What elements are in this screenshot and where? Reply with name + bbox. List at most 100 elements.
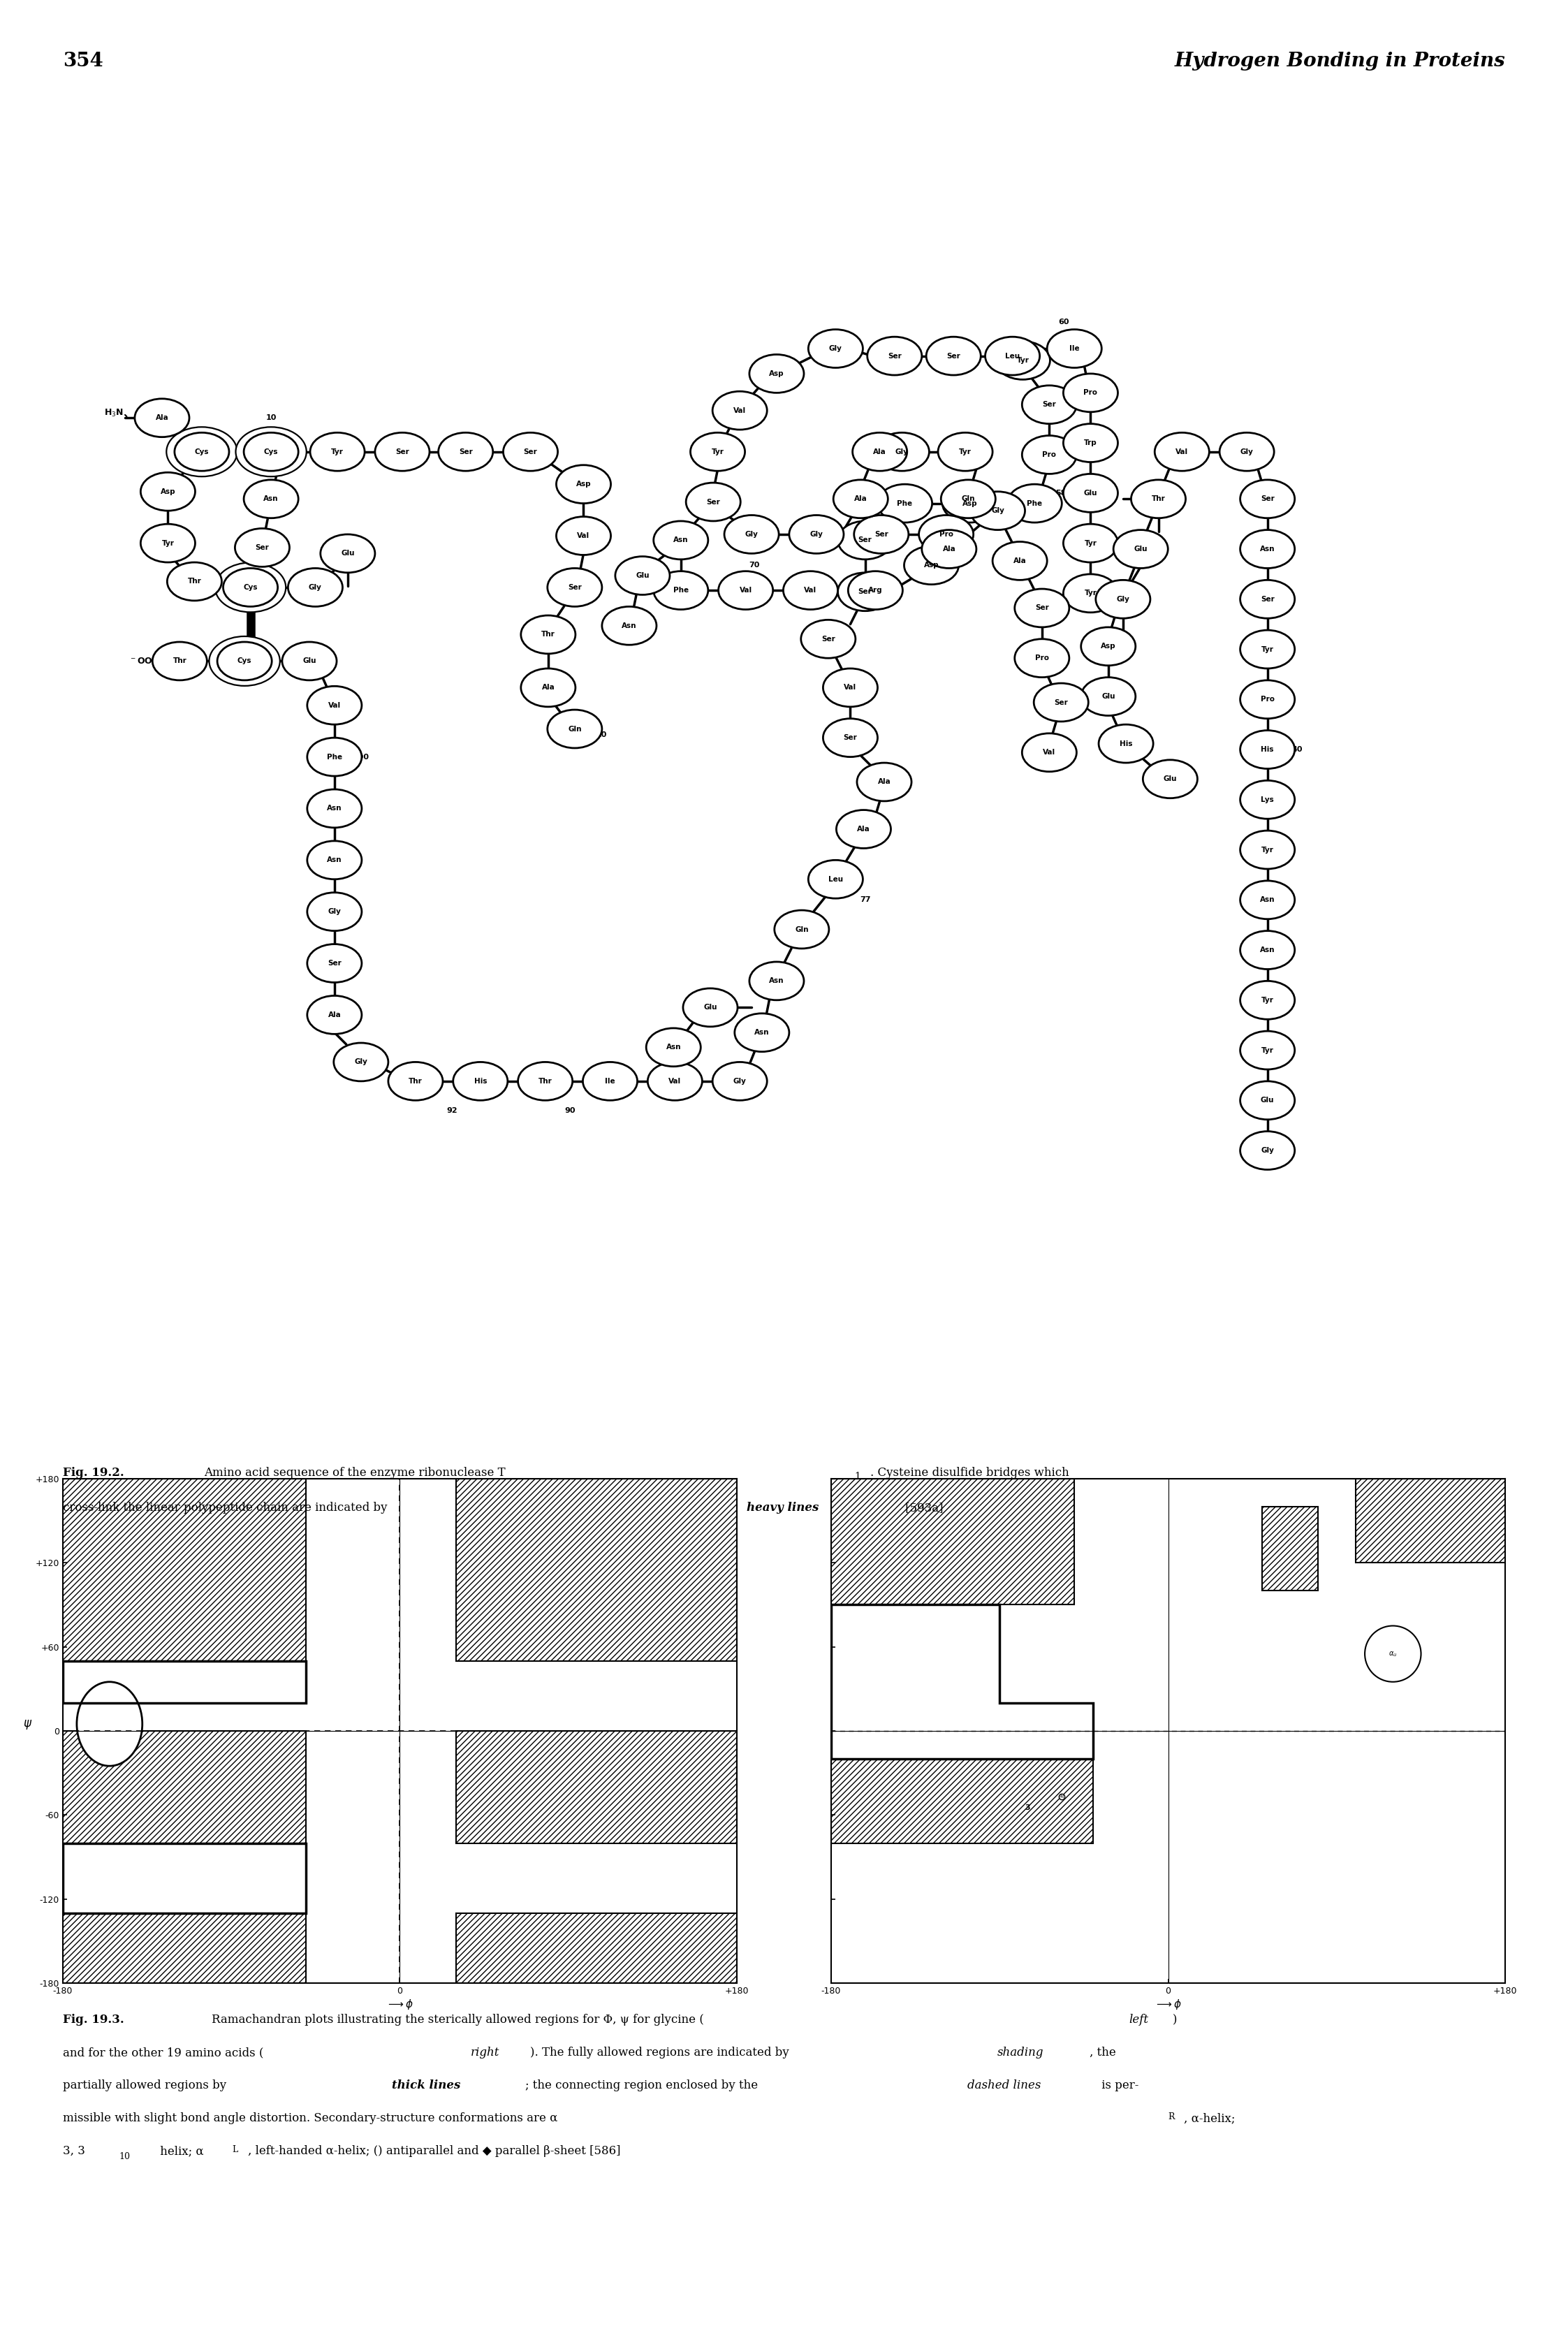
Ellipse shape	[375, 432, 430, 472]
Ellipse shape	[858, 763, 911, 800]
Text: [593a]: [593a]	[902, 1502, 944, 1514]
Ellipse shape	[1131, 479, 1185, 519]
Text: Thr: Thr	[172, 657, 187, 664]
Ellipse shape	[1154, 432, 1209, 472]
Ellipse shape	[1096, 580, 1151, 617]
Text: heavy lines: heavy lines	[746, 1502, 818, 1514]
Text: Thr: Thr	[409, 1077, 422, 1084]
Text: 10: 10	[119, 2152, 130, 2162]
Ellipse shape	[1240, 629, 1295, 669]
Ellipse shape	[648, 1063, 702, 1101]
Ellipse shape	[750, 354, 804, 392]
Ellipse shape	[833, 479, 887, 519]
Text: Gly: Gly	[809, 530, 823, 537]
Text: Val: Val	[844, 683, 856, 690]
Text: 77: 77	[859, 897, 870, 904]
Y-axis label: $\psi$: $\psi$	[24, 1718, 31, 1732]
Text: Pro: Pro	[939, 530, 953, 537]
Text: Asp: Asp	[963, 500, 977, 507]
Ellipse shape	[684, 988, 737, 1026]
Ellipse shape	[1240, 782, 1295, 819]
Text: Ala: Ala	[878, 779, 891, 786]
Text: Asn: Asn	[1261, 545, 1275, 552]
Ellipse shape	[1063, 425, 1118, 462]
Text: Arg: Arg	[869, 587, 883, 594]
Text: $\alpha_u$: $\alpha_u$	[1389, 1650, 1397, 1657]
Text: Asn: Asn	[673, 537, 688, 545]
Ellipse shape	[1220, 432, 1275, 472]
Text: Fig. 19.2.: Fig. 19.2.	[63, 1467, 129, 1479]
Ellipse shape	[1240, 681, 1295, 718]
Text: right: right	[470, 2047, 499, 2058]
Ellipse shape	[243, 479, 298, 519]
Text: Pro: Pro	[1043, 451, 1057, 458]
Ellipse shape	[1007, 483, 1062, 523]
Text: Ser: Ser	[947, 352, 960, 359]
Text: Ser: Ser	[844, 735, 858, 742]
Text: $^-$OOC: $^-$OOC	[129, 657, 158, 667]
Text: Ser: Ser	[256, 545, 270, 552]
Text: , left-handed α-helix; () antiparallel and ◆ parallel β-sheet [586]: , left-handed α-helix; () antiparallel a…	[248, 2145, 621, 2157]
Polygon shape	[63, 1479, 306, 1662]
Ellipse shape	[875, 432, 930, 472]
Ellipse shape	[235, 528, 290, 566]
Ellipse shape	[809, 859, 862, 899]
Text: 92: 92	[447, 1108, 458, 1115]
Ellipse shape	[809, 329, 862, 368]
Ellipse shape	[1014, 589, 1069, 627]
Ellipse shape	[971, 491, 1025, 530]
Text: 60: 60	[1058, 319, 1069, 326]
Text: 20: 20	[596, 732, 607, 739]
Text: Asn: Asn	[1261, 946, 1275, 953]
Ellipse shape	[1240, 730, 1295, 770]
Text: Gln: Gln	[568, 725, 582, 732]
Text: Tyr: Tyr	[960, 448, 972, 455]
Text: Pro: Pro	[1083, 390, 1098, 397]
Text: , α-helix;: , α-helix;	[1184, 2112, 1236, 2124]
Ellipse shape	[282, 643, 337, 681]
Text: Lys: Lys	[1261, 796, 1273, 803]
Ellipse shape	[218, 643, 271, 681]
Text: L: L	[232, 2145, 238, 2155]
Ellipse shape	[521, 615, 575, 655]
Ellipse shape	[307, 685, 362, 725]
Ellipse shape	[685, 483, 740, 521]
Ellipse shape	[1033, 683, 1088, 721]
Text: Asp: Asp	[575, 481, 591, 488]
Ellipse shape	[942, 483, 997, 523]
Ellipse shape	[1063, 575, 1118, 613]
Text: Glu: Glu	[1163, 775, 1178, 782]
Text: Val: Val	[804, 587, 817, 594]
Polygon shape	[831, 1479, 1074, 1605]
Text: Pro: Pro	[1035, 655, 1049, 662]
Ellipse shape	[557, 516, 612, 554]
Text: Asn: Asn	[666, 1044, 681, 1051]
Text: ). The fully allowed regions are indicated by: ). The fully allowed regions are indicat…	[530, 2047, 792, 2058]
Text: Thr: Thr	[1151, 495, 1165, 502]
Text: Asn: Asn	[622, 622, 637, 629]
Text: 354: 354	[63, 52, 103, 70]
Ellipse shape	[521, 669, 575, 706]
Text: 70: 70	[750, 561, 760, 568]
Text: Val: Val	[1043, 749, 1055, 756]
Text: Glu: Glu	[340, 549, 354, 556]
Text: . Cysteine disulfide bridges which: . Cysteine disulfide bridges which	[870, 1467, 1069, 1479]
Ellipse shape	[307, 840, 362, 880]
Text: Gln: Gln	[961, 495, 975, 502]
Text: Ala: Ala	[155, 415, 168, 422]
Text: 1: 1	[855, 1472, 861, 1481]
Ellipse shape	[547, 568, 602, 606]
Ellipse shape	[712, 1063, 767, 1101]
Text: 58: 58	[1055, 491, 1066, 498]
Text: Thr: Thr	[538, 1077, 552, 1084]
Text: Asp: Asp	[1101, 643, 1116, 650]
Text: Val: Val	[740, 587, 753, 594]
Ellipse shape	[1063, 523, 1118, 563]
Ellipse shape	[1240, 1030, 1295, 1070]
Text: Val: Val	[328, 702, 340, 709]
Ellipse shape	[985, 338, 1040, 376]
Text: Tyr: Tyr	[162, 540, 174, 547]
Text: thick lines: thick lines	[392, 2079, 461, 2091]
Ellipse shape	[837, 573, 892, 610]
Ellipse shape	[135, 399, 190, 437]
